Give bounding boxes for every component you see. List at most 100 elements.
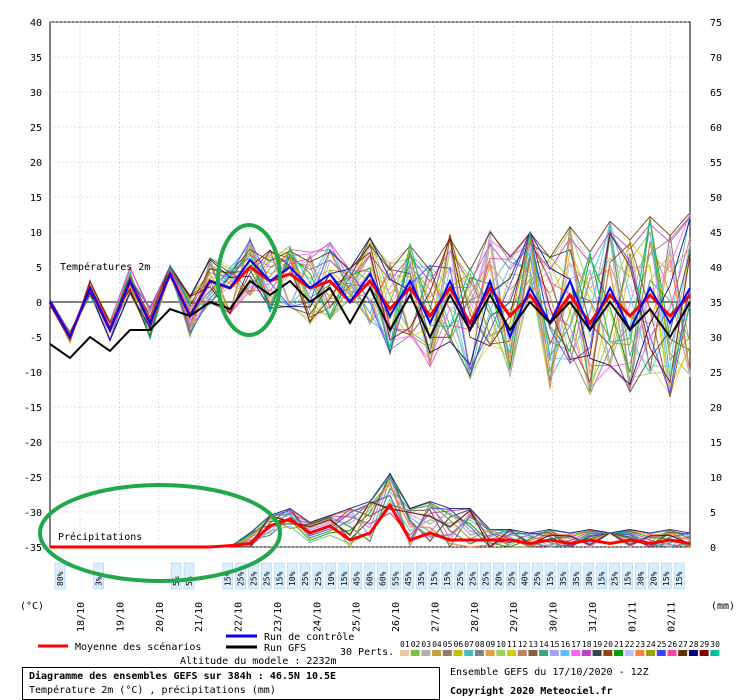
pert-legend-id: 03	[421, 640, 431, 649]
pert-legend-swatch	[496, 650, 506, 656]
precip-badge-label: 25%	[482, 571, 491, 586]
pert-legend-swatch	[410, 650, 420, 656]
precip-badge	[660, 562, 672, 590]
precip-badge-label: 15%	[675, 571, 684, 586]
pert-legend-id: 18	[582, 640, 592, 649]
pert-legend-id: 02	[411, 640, 421, 649]
pert-temp-line-27	[49, 212, 691, 338]
series-temp-line-3	[49, 279, 691, 360]
precip-badge-label: 45%	[404, 571, 413, 586]
pert-legend: 01 02 03 04 05 06 07 08 09 10 11 12 13 14 15 16 17 18 19 20…	[400, 640, 720, 656]
pert-legend-id: 05	[443, 640, 453, 649]
right-tick-label: 45	[710, 228, 722, 239]
left-tick-label: 0	[36, 298, 42, 309]
pert-legend-id: 26	[668, 640, 678, 649]
precip-badge	[596, 562, 607, 590]
right-tick-label: 20	[710, 403, 722, 414]
pert-legend-swatch	[603, 650, 613, 656]
legend-mean-label: Moyenne des scénarios	[75, 641, 201, 653]
pert-legend-id: 21	[614, 640, 624, 649]
x-tick-label: 31/10	[588, 602, 599, 632]
right-tick-label: 75	[710, 18, 722, 29]
x-tick-label: 19/10	[115, 602, 126, 632]
left-tick-label: -5	[30, 333, 42, 344]
pert-legend-id: 16	[561, 640, 571, 649]
chart-subtitle: Température 2m (°C) , précipitations (mm…	[29, 685, 276, 696]
left-tick-label: 20	[30, 158, 42, 169]
x-tick-label: 21/10	[194, 602, 205, 632]
precip-badge	[364, 562, 375, 590]
pert-legend-swatch	[549, 650, 559, 656]
precip-badge	[648, 562, 659, 590]
precip-badge	[351, 562, 362, 590]
pert-legend-swatch	[517, 650, 527, 656]
plot-area	[49, 21, 691, 548]
pert-legend-id: 04	[432, 640, 442, 649]
x-tick-label: 22/10	[234, 602, 245, 632]
precip-badge-label: 15%	[224, 571, 233, 586]
precip-badge-label: 35%	[417, 571, 426, 586]
pert-legend-id: 25	[657, 640, 667, 649]
precip-badge-label: 25%	[469, 571, 478, 586]
precip-badge	[454, 562, 466, 590]
precip-badge-label: 10%	[288, 571, 297, 586]
pert-temp-line-18	[49, 217, 691, 338]
precip-badge-label: 25%	[456, 571, 465, 586]
precip-badge-label: 35%	[572, 571, 581, 586]
x-tick-label: 26/10	[391, 602, 402, 632]
pert-legend-swatch	[614, 650, 623, 656]
pert-legend-id: 15	[550, 640, 560, 649]
right-tick-label: 70	[710, 53, 722, 64]
precip-badge	[544, 562, 556, 590]
precip-badge-label: 60%	[378, 571, 387, 586]
pert-legend-swatch	[442, 650, 452, 656]
pert-legend-swatch	[656, 650, 666, 656]
right-tick-label: 15	[710, 438, 722, 449]
pert-legend-swatch	[539, 650, 549, 656]
copyright: Copyright 2020 Meteociel.fr	[450, 686, 613, 697]
right-tick-label: 60	[710, 123, 722, 134]
pert-temp-line-26	[49, 232, 691, 389]
model-altitude: Altitude du modele : 2232m	[180, 656, 337, 667]
left-tick-label: -35	[24, 543, 42, 554]
pert-legend-id: 17	[571, 640, 581, 649]
right-tick-label: 35	[710, 298, 722, 309]
precip-badge-label: 25%	[533, 571, 542, 586]
precip-badge-label: 10%	[327, 571, 336, 586]
right-tick-label: 25	[710, 368, 722, 379]
pert-legend-id: 28	[689, 640, 699, 649]
precip-badge	[325, 562, 337, 590]
precip-badge-label: 25%	[249, 571, 258, 586]
pert-legend-id: 19	[593, 640, 603, 649]
pert-legend-swatch	[485, 650, 495, 656]
series-temp-line-2	[49, 258, 691, 340]
right-tick-label: 40	[710, 263, 722, 274]
legend-control-label: Run de contrôle	[264, 631, 354, 643]
pert-legend-id: 09	[486, 640, 496, 649]
precip-badge-label: 55%	[391, 571, 400, 586]
precip-badge-label: 3%	[95, 576, 104, 586]
x-tick-label: 25/10	[352, 602, 363, 632]
precip-badge	[583, 562, 595, 590]
precip-badge	[609, 562, 620, 590]
right-tick-label: 30	[710, 333, 722, 344]
precip-badge	[480, 562, 491, 590]
pert-legend-id: 30	[710, 640, 720, 649]
pert-legend-swatch	[646, 650, 656, 656]
pert-legend-swatch	[464, 650, 474, 656]
precip-badge	[635, 562, 646, 590]
precip-badge-label: 25%	[611, 571, 620, 586]
precip-badge	[377, 562, 388, 590]
right-tick-label: 0	[710, 543, 716, 554]
pert-legend-id: 07	[464, 640, 474, 649]
precip-badge-label: 30%	[585, 571, 594, 586]
x-tick-label: 18/10	[76, 602, 87, 632]
precip-badge	[299, 562, 311, 590]
precip-badge	[531, 562, 543, 590]
precip-badge	[183, 562, 195, 590]
precip-badge	[493, 562, 504, 590]
precip-badge-label: 45%	[353, 571, 362, 586]
pert-legend-id: 29	[700, 640, 710, 649]
highlight-circle-temperature	[216, 223, 282, 337]
